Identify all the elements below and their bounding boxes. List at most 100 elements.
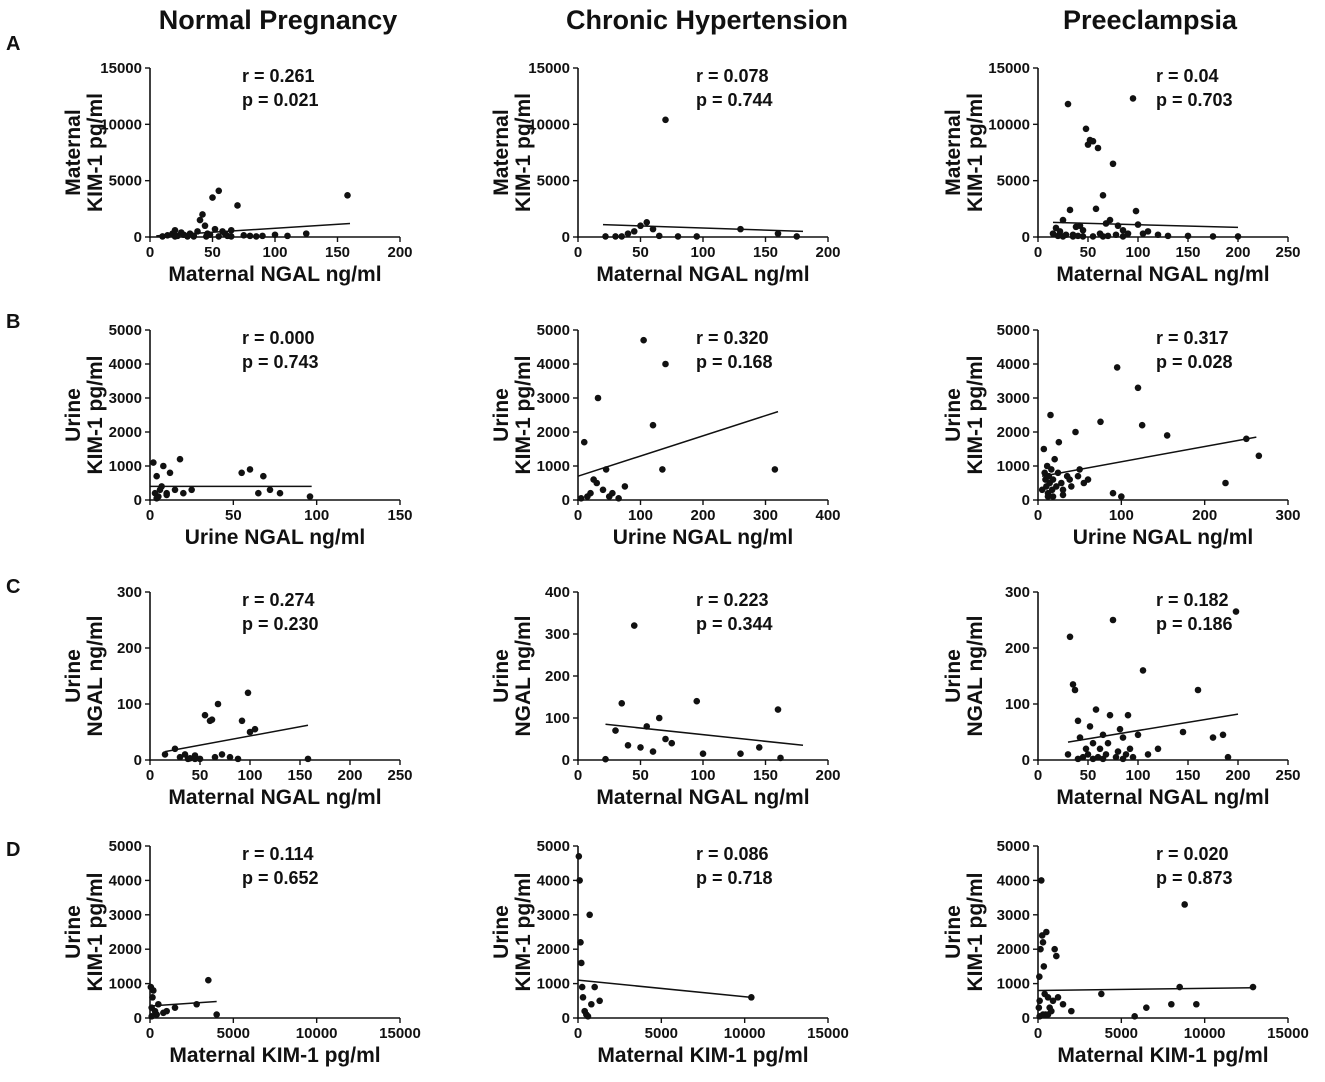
x-tick-label: 0	[1034, 1025, 1042, 1042]
data-point	[655, 232, 663, 240]
data-point	[1109, 160, 1117, 168]
data-point	[587, 489, 594, 497]
data-point	[196, 755, 204, 763]
correlation-p-label: p = 0.186	[1156, 614, 1233, 634]
regression-line	[605, 723, 804, 747]
data-point	[618, 700, 626, 707]
correlation-r-label: r = 0.274	[242, 590, 315, 610]
data-point	[1119, 755, 1127, 763]
data-point	[1059, 233, 1067, 240]
data-point	[624, 230, 632, 237]
panel-b3: 0 1000 2000 3000 4000 5000 0 100 200 300 Urine NGA…	[942, 322, 1301, 549]
data-point	[1109, 489, 1117, 497]
correlation-r-label: r = 0.000	[242, 328, 315, 348]
data-point	[194, 228, 201, 235]
data-point	[1074, 232, 1082, 240]
data-point	[271, 231, 279, 239]
data-point	[624, 742, 632, 749]
y-axis-title-line-1: Urine	[62, 388, 85, 442]
x-tick-label: 10000	[296, 1025, 338, 1042]
data-point	[1104, 232, 1112, 240]
data-point	[276, 489, 284, 497]
data-point	[774, 706, 782, 713]
data-point	[1104, 739, 1112, 747]
y-tick-label: 200	[545, 668, 570, 685]
data-point	[1069, 233, 1077, 240]
y-axis-title-line-1: Urine	[490, 905, 513, 959]
data-point	[180, 489, 187, 497]
data-point	[1071, 686, 1079, 694]
data-point	[1079, 226, 1087, 234]
y-axis-title-line-2: NGAL ng/ml	[512, 616, 535, 737]
data-point	[637, 744, 644, 751]
x-axis-title: Urine NGAL ng/ml	[613, 526, 793, 549]
data-point	[1049, 493, 1057, 500]
y-tick-label: 5000	[109, 838, 142, 855]
panel-c3: 0 100 200 300 0 50 100 150 200 250 Maternal NGAL n…	[942, 584, 1301, 809]
data-point	[1119, 226, 1127, 234]
y-axis-title-line-1: Urine	[942, 388, 965, 442]
data-point	[1194, 686, 1202, 694]
y-tick-label: 5000	[537, 322, 570, 339]
y-axis-title-line-1: Maternal	[490, 109, 513, 195]
regression-line	[1037, 986, 1254, 992]
y-tick-label: 4000	[997, 872, 1030, 889]
data-point	[1049, 476, 1057, 483]
data-point	[1069, 681, 1077, 688]
data-point	[234, 755, 242, 763]
x-tick-label: 5000	[1105, 1025, 1138, 1042]
data-point	[1098, 990, 1105, 998]
data-point	[1058, 479, 1065, 487]
x-tick-label: 150	[753, 767, 778, 784]
y-tick-label: 15000	[988, 60, 1030, 77]
x-tick-label: 15000	[807, 1025, 849, 1042]
data-point	[209, 194, 216, 201]
data-point	[1047, 411, 1054, 419]
data-point	[612, 233, 619, 240]
y-tick-label: 0	[562, 229, 570, 246]
x-tick-label: 150	[1175, 767, 1200, 784]
data-point	[599, 486, 607, 494]
regression-line	[1067, 713, 1239, 743]
x-tick-label: 100	[690, 767, 715, 784]
data-point	[1040, 445, 1048, 453]
data-point	[1089, 755, 1097, 763]
panel-c1: 0 100 200 300 0 50 100 150 200 250 Maternal NGAL n…	[62, 584, 413, 809]
data-point	[1163, 432, 1171, 439]
y-tick-label: 2000	[537, 941, 570, 958]
data-point	[1084, 751, 1092, 758]
data-point	[577, 495, 585, 502]
row-letter-a: A	[6, 33, 20, 55]
correlation-r-label: r = 0.114	[242, 844, 314, 864]
data-point	[1036, 973, 1043, 981]
correlation-r-label: r = 0.223	[696, 590, 769, 610]
data-point	[1232, 608, 1240, 615]
data-point	[1138, 421, 1146, 429]
column-title-normal-pregnancy: Normal Pregnancy	[159, 5, 398, 35]
data-point	[649, 225, 657, 233]
y-tick-label: 1000	[109, 976, 142, 993]
data-point	[148, 1012, 155, 1020]
data-point	[158, 483, 165, 490]
column-title-preeclampsia: Preeclampsia	[1063, 5, 1238, 35]
data-point	[755, 744, 763, 751]
x-tick-label: 50	[204, 244, 221, 261]
correlation-p-label: p = 0.230	[242, 614, 319, 634]
x-tick-label: 150	[753, 244, 778, 261]
data-point	[1036, 997, 1043, 1005]
x-tick-label: 100	[237, 767, 262, 784]
data-point	[693, 697, 701, 705]
panel-a2: 0 5000 10000 15000 0 50 100 150 200 Maternal NGAL…	[490, 60, 841, 286]
x-tick-label: 0	[574, 767, 582, 784]
data-point	[584, 1012, 592, 1020]
x-tick-label: 100	[262, 244, 287, 261]
data-point	[1086, 723, 1094, 730]
x-axis-title: Maternal NGAL ng/ml	[596, 786, 809, 809]
data-point	[674, 233, 682, 240]
data-point	[1039, 1011, 1047, 1018]
y-axis-title-line-2: NGAL ng/ml	[84, 616, 107, 737]
data-point	[1044, 994, 1052, 1001]
data-point	[662, 116, 669, 124]
panel-c2: 0 100 200 300 400 0 50 100 150 200 Maternal NGAL n…	[490, 584, 841, 809]
y-tick-label: 5000	[537, 173, 570, 190]
